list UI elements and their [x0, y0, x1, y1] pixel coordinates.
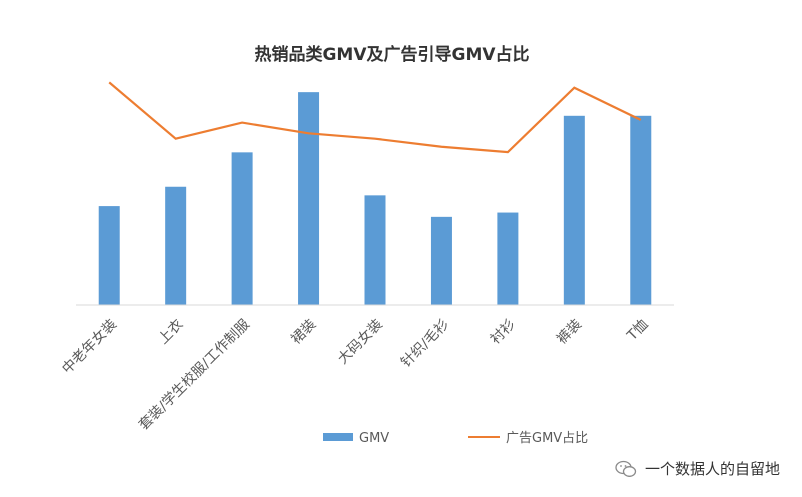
watermark: 一个数据人的自留地	[615, 458, 780, 479]
legend-label-ad-ratio: 广告GMV占比	[506, 431, 588, 446]
legend-label-gmv: GMV	[359, 431, 389, 446]
bar-gmv-7	[563, 115, 585, 305]
bar-gmv-8	[630, 115, 652, 305]
category-label-0: 中老年女装	[59, 316, 121, 378]
line-ad-gmv-ratio	[108, 81, 642, 154]
legend-swatch-gmv	[323, 433, 353, 441]
bars-layer	[98, 92, 652, 306]
bar-gmv-4	[364, 195, 386, 305]
line-series-layer	[108, 81, 642, 154]
category-label-8: T恤	[624, 317, 652, 345]
bar-gmv-1	[165, 186, 187, 305]
legend: GMV 广告GMV占比	[323, 431, 588, 446]
category-label-1: 上衣	[155, 317, 186, 348]
category-label-4: 大码女装	[334, 316, 386, 368]
category-label-7: 裤装	[554, 317, 585, 348]
wechat-icon	[615, 460, 637, 477]
bar-gmv-6	[497, 212, 519, 305]
category-label-5: 针织/毛衫	[398, 317, 452, 371]
category-label-2: 套装/学生校服/工作制服	[135, 316, 253, 434]
watermark-text: 一个数据人的自留地	[644, 460, 780, 478]
bar-gmv-2	[231, 152, 253, 305]
bar-gmv-0	[98, 206, 120, 305]
chart-title: 热销品类GMV及广告引导GMV占比	[254, 44, 529, 65]
category-label-3: 裙装	[288, 317, 319, 348]
bar-gmv-5	[430, 216, 452, 305]
bar-gmv-3	[298, 92, 320, 306]
category-label-6: 衬衫	[488, 317, 519, 348]
